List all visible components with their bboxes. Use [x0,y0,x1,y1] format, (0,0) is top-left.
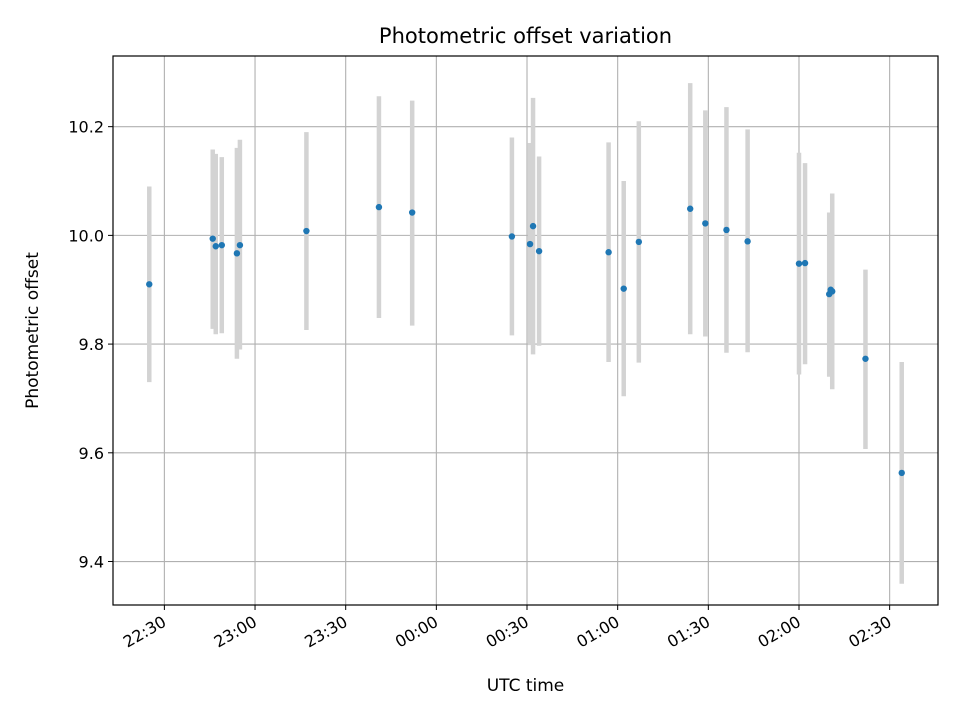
plot-frame [112,55,939,606]
data-point [209,235,216,242]
y-tick-label: 10.2 [68,118,104,137]
data-point [212,243,219,250]
data-point [829,288,836,295]
data-point [526,240,534,248]
data-point [686,205,694,212]
y-tick-label: 9.8 [79,335,104,354]
y-axis-label: Photometric offset [23,252,43,409]
data-point [529,222,537,230]
y-tick-label: 9.4 [79,553,104,572]
data-point [508,233,516,240]
data-point [702,220,709,227]
data-point [635,238,643,246]
y-tick-label: 9.6 [79,444,104,463]
data-point [218,241,225,249]
data-point [303,227,310,235]
data-point [146,281,153,288]
data-point [723,226,730,234]
y-axis-ticks: 9.4 9.6 9.8 10.0 10.2 [68,118,113,572]
chart-title: Photometric offset variation [379,24,672,48]
data-point [375,203,383,211]
data-point [605,249,612,256]
data-point [233,250,241,257]
data-point [535,247,543,255]
data-point [795,260,803,267]
data-point [898,469,905,477]
x-axis-label: UTC time [487,676,565,696]
data-point [744,238,751,245]
y-tick-label: 10.0 [68,226,104,245]
data-point [620,285,627,292]
data-point [408,209,416,216]
data-points [146,203,905,477]
data-point [862,355,869,362]
data-point [801,259,809,267]
data-point [236,241,244,249]
